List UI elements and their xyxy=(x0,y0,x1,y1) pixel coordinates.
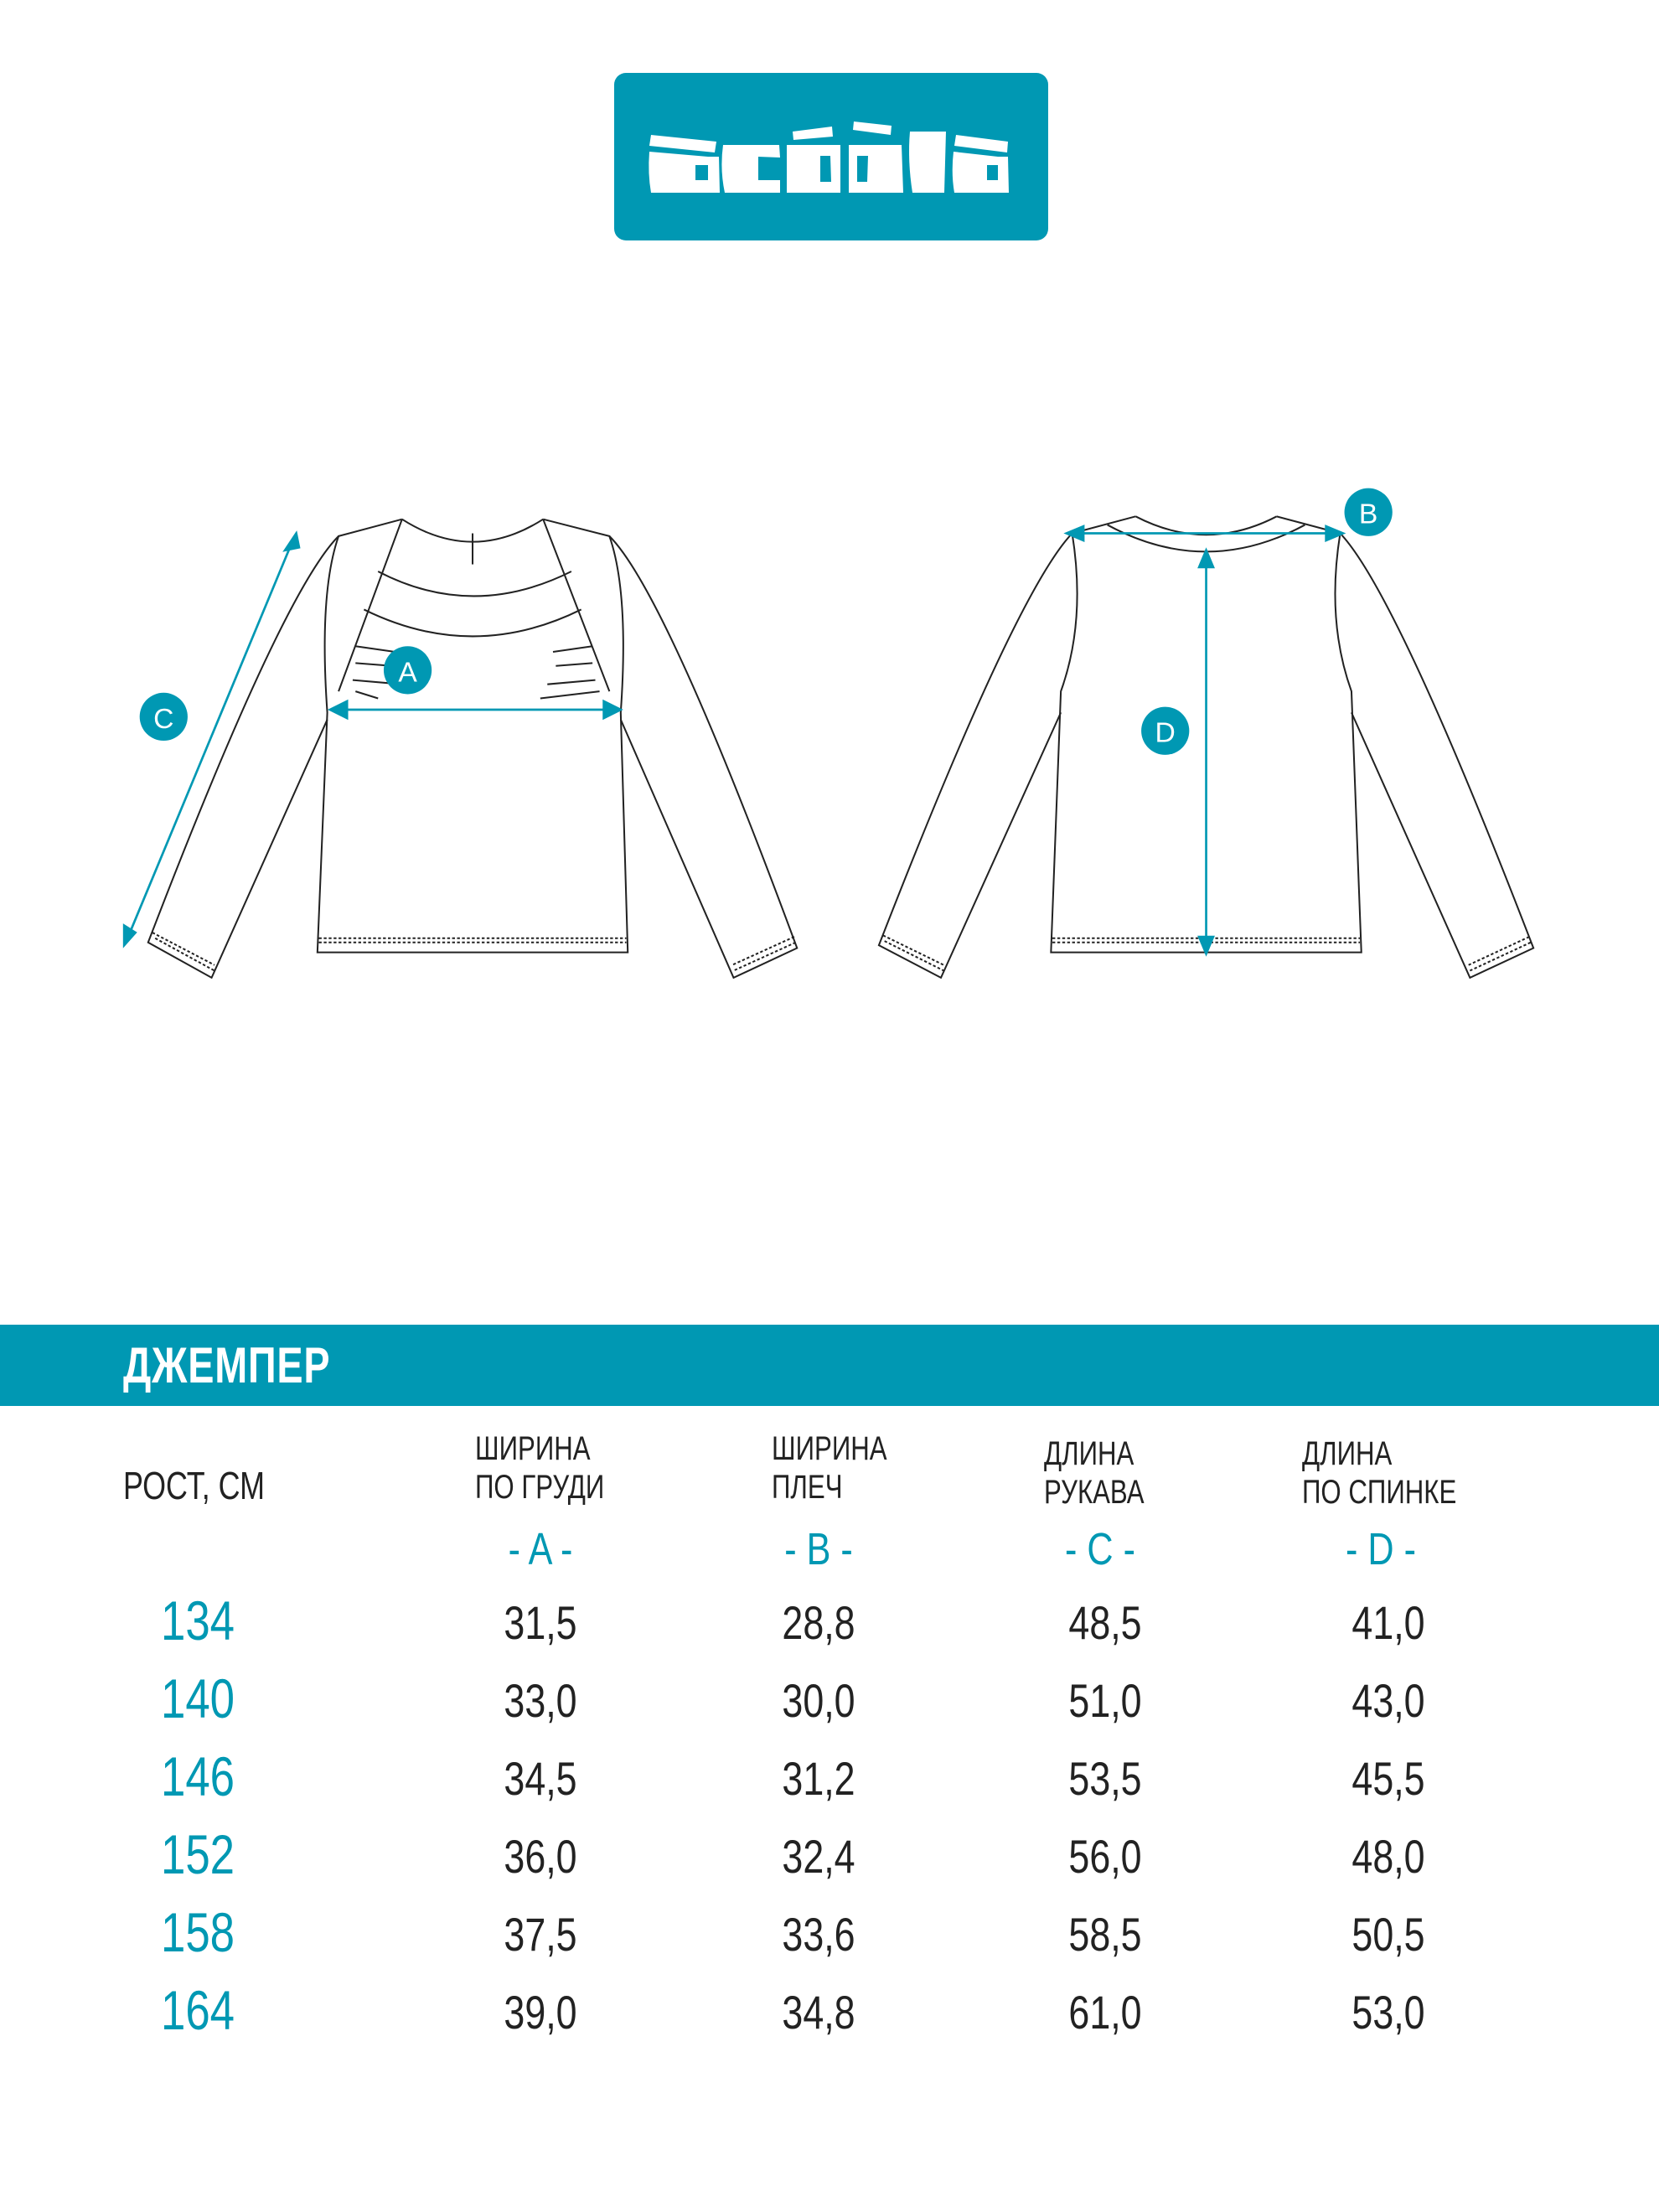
label-badge-d: D xyxy=(1141,706,1190,755)
measure-arrow-c xyxy=(126,538,295,940)
col-d-line2: ПО СПИНКЕ xyxy=(1302,1474,1457,1511)
table-cell: 37,5 xyxy=(504,1908,577,1961)
col-letter-c: - C - xyxy=(1065,1524,1135,1574)
table-cell: 39,0 xyxy=(504,1986,577,2039)
product-title: ДЖЕМПЕР xyxy=(123,1337,331,1393)
col-header-c: ДЛИНА РУКАВА xyxy=(1044,1434,1145,1512)
row-height: 164 xyxy=(160,1979,235,2041)
row-height: 146 xyxy=(160,1745,235,1807)
svg-text:D: D xyxy=(1155,718,1176,749)
table-cell: 48,0 xyxy=(1351,1830,1425,1883)
arrowheads-a xyxy=(327,699,623,721)
table-cell: 51,0 xyxy=(1068,1674,1142,1727)
table-cell: 32,4 xyxy=(782,1830,855,1883)
col-header-b: ШИРИНА ПЛЕЧ xyxy=(772,1429,887,1507)
col-header-d: ДЛИНА ПО СПИНКЕ xyxy=(1302,1434,1456,1512)
svg-text:B: B xyxy=(1359,499,1377,530)
table-cell: 56,0 xyxy=(1068,1830,1142,1883)
arrowheads-d xyxy=(1197,547,1215,957)
col-d-line1: ДЛИНА xyxy=(1302,1435,1393,1472)
table-cell: 53,5 xyxy=(1068,1752,1142,1805)
table-cell: 45,5 xyxy=(1351,1752,1425,1805)
label-badge-a: A xyxy=(383,646,432,695)
table-cell: 33,0 xyxy=(504,1674,577,1727)
arrowheads-b xyxy=(1063,525,1346,542)
table-cell: 50,5 xyxy=(1351,1908,1425,1961)
col-a-line1: ШИРИНА xyxy=(475,1430,591,1467)
col-b-line2: ПЛЕЧ xyxy=(772,1469,843,1506)
row-height: 152 xyxy=(160,1823,235,1885)
product-banner: ДЖЕМПЕР xyxy=(0,1325,1659,1406)
table-cell: 48,5 xyxy=(1068,1596,1142,1649)
front-view xyxy=(147,518,798,979)
col-letter-d: - D - xyxy=(1346,1524,1416,1574)
svg-text:A: A xyxy=(398,657,417,688)
table-cell: 30,0 xyxy=(782,1674,855,1727)
table-cell: 31,5 xyxy=(504,1596,577,1649)
table-cell: 43,0 xyxy=(1351,1674,1425,1727)
svg-text:C: C xyxy=(153,704,173,735)
brand-logo xyxy=(614,73,1048,240)
table-cell: 34,8 xyxy=(782,1986,855,2039)
col-header-a: ШИРИНА ПО ГРУДИ xyxy=(475,1429,604,1507)
row-height: 140 xyxy=(160,1667,235,1729)
table-cell: 53,0 xyxy=(1351,1986,1425,2039)
label-badge-c: C xyxy=(139,692,188,742)
row-height: 158 xyxy=(160,1901,235,1963)
arrowheads-c xyxy=(122,530,301,948)
table-cell: 36,0 xyxy=(504,1830,577,1883)
garment-sketch: A B C D xyxy=(122,488,1535,979)
col-c-line1: ДЛИНА xyxy=(1044,1435,1134,1472)
table-cell: 33,6 xyxy=(782,1908,855,1961)
table-cell: 34,5 xyxy=(504,1752,577,1805)
row-header: РОСТ, СМ xyxy=(123,1464,266,1507)
col-a-line2: ПО ГРУДИ xyxy=(475,1469,605,1506)
label-badge-b: B xyxy=(1344,488,1393,536)
col-c-line2: РУКАВА xyxy=(1044,1474,1145,1511)
col-letter-a: - A - xyxy=(508,1524,573,1574)
acoola-logo-mark xyxy=(649,121,1009,193)
table-cell: 58,5 xyxy=(1068,1908,1142,1961)
row-height: 134 xyxy=(160,1589,235,1651)
table-cell: 61,0 xyxy=(1068,1986,1142,2039)
table-cell: 28,8 xyxy=(782,1596,855,1649)
table-cell: 41,0 xyxy=(1351,1596,1425,1649)
table-cell: 31,2 xyxy=(782,1752,855,1805)
col-b-line1: ШИРИНА xyxy=(772,1430,887,1467)
col-letter-b: - B - xyxy=(784,1524,853,1574)
